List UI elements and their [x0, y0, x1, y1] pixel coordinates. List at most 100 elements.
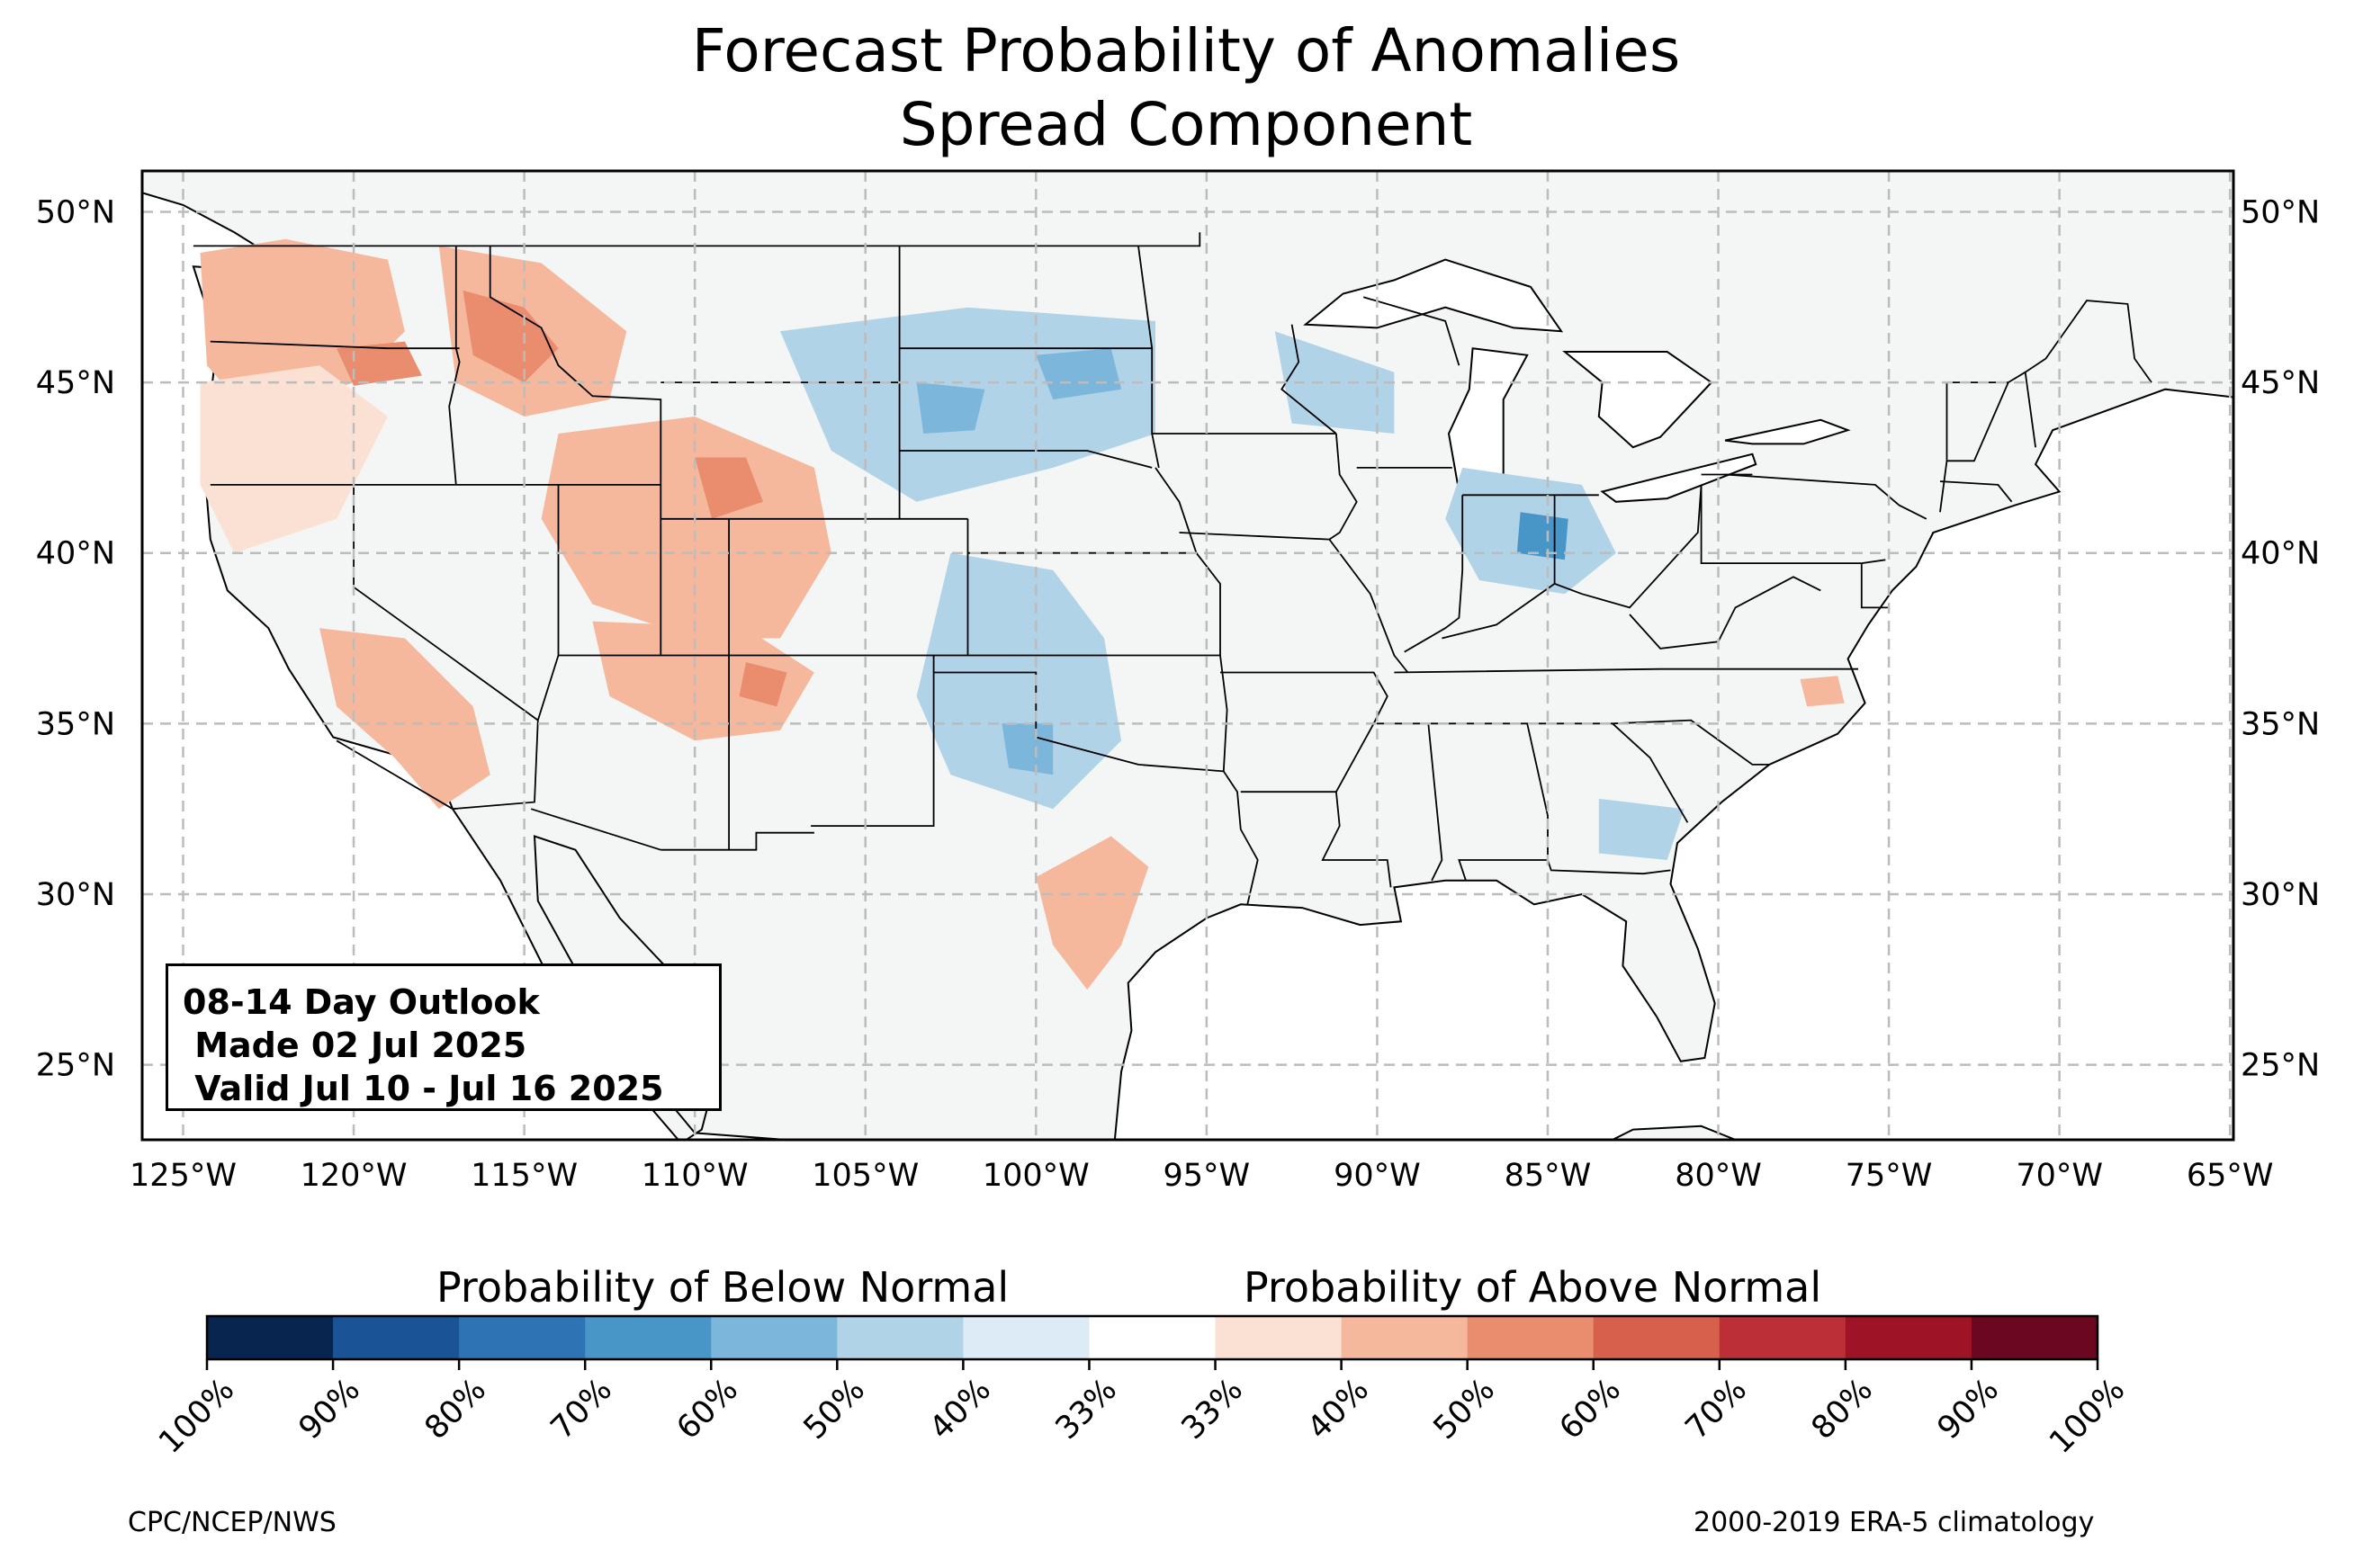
anomaly-north-carolina — [1800, 676, 1845, 707]
outlook-valid-dates: Valid Jul 10 - Jul 16 2025 — [183, 1069, 664, 1108]
anomaly-idaho-core — [463, 290, 559, 383]
colorbar-outline — [205, 1314, 2099, 1361]
state-border — [1860, 563, 1890, 609]
anomaly-wyoming-core — [695, 457, 763, 519]
state-border — [1404, 495, 1464, 653]
lat-label-right: 40°N — [2241, 536, 2320, 572]
colorbar — [205, 1314, 2099, 1370]
footer-source: CPC/NCEP/NWS — [128, 1507, 337, 1538]
anomaly-california-south — [319, 628, 490, 810]
lon-label: 105°W — [812, 1158, 919, 1194]
lat-label-left: 35°N — [36, 706, 115, 742]
anomaly-oregon-interior — [337, 341, 422, 386]
land-cuba — [1610, 1124, 1739, 1140]
anomaly-utah-colorado — [541, 417, 831, 639]
anomaly-south-dakota-core — [1036, 348, 1122, 400]
state-border — [1362, 296, 1460, 366]
lake-huron — [1562, 351, 1713, 449]
state-border — [193, 232, 1201, 247]
anomaly-layer — [200, 238, 1845, 990]
state-border — [1280, 324, 1337, 435]
colorbar-swatch — [333, 1316, 460, 1359]
axis-labels: 50°N 50°N 45°N 45°N 40°N 40°N 35°N 35°N 30°N 30°N… — [36, 195, 2320, 1194]
lon-label: 65°W — [2187, 1158, 2274, 1194]
outlook-period: 08-14 Day Outlook — [183, 982, 540, 1022]
lon-label: 110°W — [642, 1158, 749, 1194]
colorbar-swatch — [963, 1316, 1090, 1359]
state-border — [2024, 372, 2036, 448]
colorbar-swatch — [837, 1316, 964, 1359]
colorbar-swatch — [459, 1316, 586, 1359]
state-border — [1155, 467, 1198, 553]
state-border — [1442, 583, 1556, 640]
state-border — [530, 808, 661, 851]
state-border — [1553, 484, 1703, 609]
anomaly-indiana-core — [1516, 512, 1568, 560]
state-border — [1179, 532, 1409, 674]
map-title-line2: Spread Component — [899, 90, 1473, 159]
state-border — [660, 831, 814, 851]
gridlines — [142, 171, 2233, 1140]
state-border — [448, 246, 461, 485]
state-border — [1427, 723, 1443, 882]
state-border — [1195, 552, 1221, 656]
lon-label: 95°W — [1164, 1158, 1251, 1194]
lake-superior — [1303, 258, 1564, 333]
map-frame — [140, 169, 2235, 1142]
lat-label-left: 45°N — [36, 365, 115, 401]
colorbar-below-label: Probability of Below Normal — [436, 1263, 1010, 1312]
state-border — [1151, 433, 1160, 469]
lat-label-left: 50°N — [36, 195, 115, 231]
lon-label: 120°W — [301, 1158, 408, 1194]
anomaly-georgia — [1598, 798, 1685, 860]
colorbar-swatch — [1971, 1316, 2098, 1359]
colorbar-swatch — [1845, 1316, 1972, 1359]
anomaly-oklahoma-core — [1002, 723, 1054, 775]
state-border — [452, 720, 539, 811]
lat-label-right: 25°N — [2241, 1048, 2320, 1084]
state-border — [811, 671, 1224, 827]
state-border — [1700, 484, 1886, 564]
state-border — [1137, 246, 1336, 435]
anomaly-texas-south — [1036, 836, 1149, 990]
anomaly-new-mexico-core — [739, 662, 787, 707]
anomaly-oregon-coast — [200, 365, 388, 553]
state-border — [1394, 668, 1858, 674]
colorbar-swatch — [711, 1316, 838, 1359]
colorbar-swatch — [1593, 1316, 1721, 1359]
colorbar-swatch — [1467, 1316, 1595, 1359]
colorbar-swatch — [1089, 1316, 1217, 1359]
state-border — [489, 246, 662, 485]
colorbar-above-label: Probability of Above Normal — [1244, 1263, 1822, 1312]
outlook-made-date: Made 02 Jul 2025 — [183, 1026, 527, 1065]
lon-label: 90°W — [1334, 1158, 1421, 1194]
state-border — [899, 450, 1153, 469]
lat-label-right: 50°N — [2241, 195, 2320, 231]
lake-ontario — [1724, 418, 1851, 445]
state-border — [1328, 433, 1358, 541]
lat-label-left: 40°N — [36, 536, 115, 572]
state-border — [1612, 722, 1689, 823]
lon-label: 115°W — [471, 1158, 578, 1194]
colorbar-swatch — [585, 1316, 712, 1359]
state-border — [1946, 300, 2152, 384]
lat-label-right: 30°N — [2241, 877, 2320, 913]
state-border — [1547, 859, 1671, 875]
colorbar-swatch — [1215, 1316, 1343, 1359]
footer-climatology: 2000-2019 ERA-5 climatology — [1694, 1507, 2095, 1538]
map-title-line1: Forecast Probability of Anomalies — [691, 16, 1681, 85]
anomaly-four-corners — [592, 621, 814, 741]
colorbar-swatch — [207, 1316, 334, 1359]
lon-label: 125°W — [130, 1158, 237, 1194]
state-border — [1629, 576, 1821, 650]
state-border — [967, 654, 1259, 905]
anomaly-dakotas-core — [916, 382, 985, 434]
lon-label: 80°W — [1675, 1158, 1762, 1194]
colorbar-swatch — [1719, 1316, 1846, 1359]
lon-label: 85°W — [1505, 1158, 1592, 1194]
border-layer — [193, 232, 2152, 905]
lat-label-left: 30°N — [36, 877, 115, 913]
lon-label: 70°W — [2016, 1158, 2103, 1194]
lon-label: 75°W — [1846, 1158, 1933, 1194]
